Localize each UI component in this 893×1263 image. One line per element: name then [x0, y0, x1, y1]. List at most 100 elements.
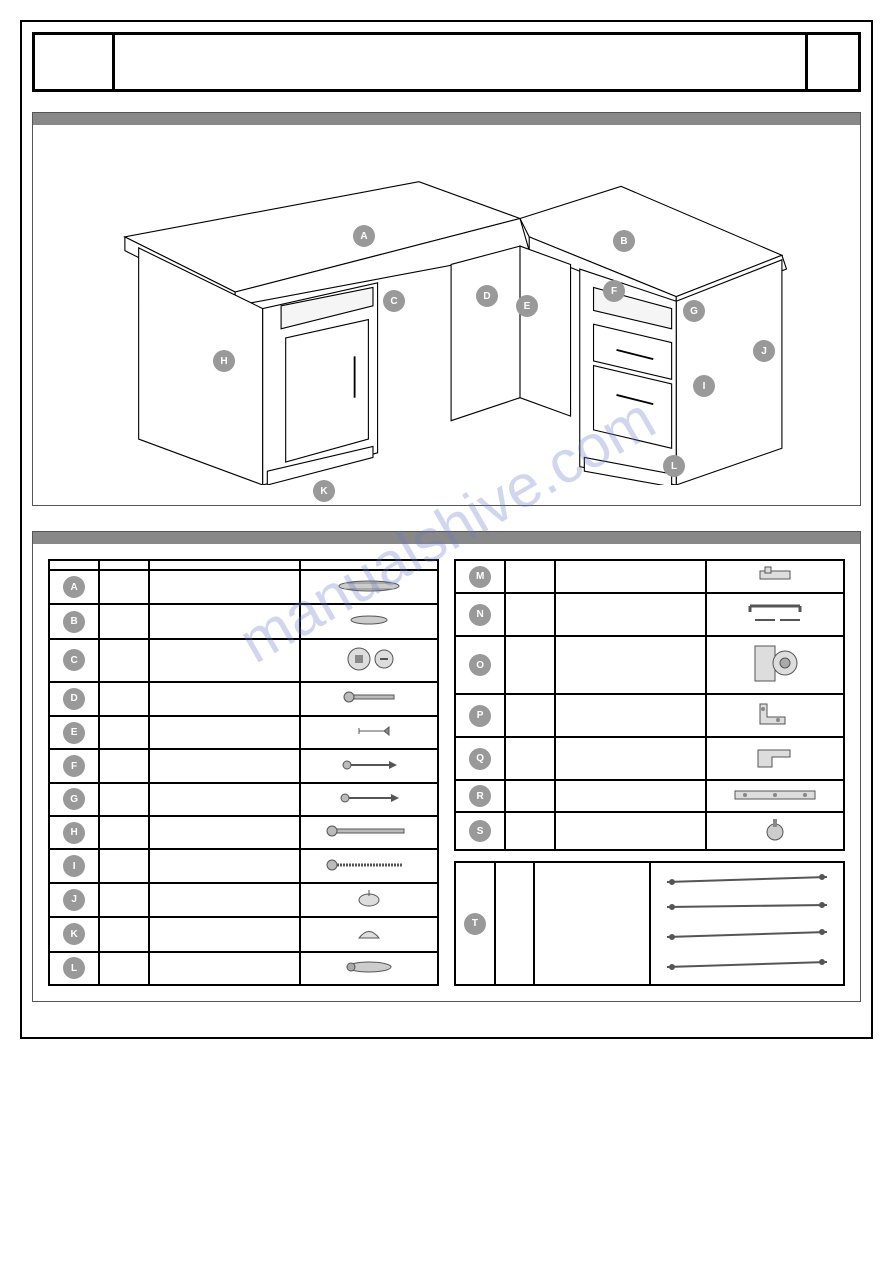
hw-qty — [505, 812, 555, 850]
part-label-B: B — [613, 230, 635, 252]
hw-badge: F — [63, 755, 85, 777]
hw-icon-hinge-pin — [300, 952, 438, 985]
hw-icon-screw-med — [300, 749, 438, 782]
hw-icon-dowel-large — [300, 570, 438, 604]
header-page-number — [808, 35, 858, 89]
part-label-E: E — [516, 295, 538, 317]
hw-badge: R — [469, 785, 491, 807]
hw-qty — [99, 716, 149, 749]
hw-qty — [99, 604, 149, 638]
hw-desc — [149, 917, 300, 951]
hw-badge: C — [63, 649, 85, 671]
hw-icon-screw-long — [300, 816, 438, 849]
hw-icon-hinge — [706, 636, 844, 694]
hw-badge: D — [63, 688, 85, 710]
hw-icon-dowel-small — [300, 604, 438, 638]
hw-badge: G — [63, 788, 85, 810]
hardware-row: H — [49, 816, 438, 849]
hardware-row: L — [49, 952, 438, 985]
hw-desc — [149, 570, 300, 604]
hw-desc — [149, 883, 300, 917]
hw-col-icon — [300, 560, 438, 570]
hw-badge: Q — [469, 748, 491, 770]
hw-qty — [505, 737, 555, 780]
hw-icon-l-bracket — [706, 694, 844, 737]
hardware-row: R — [455, 780, 844, 812]
hardware-row: E — [49, 716, 438, 749]
hw-badge: N — [469, 604, 491, 626]
exploded-view-section: ABCDEFGHIJKL — [32, 112, 861, 506]
hw-badge: I — [63, 855, 85, 877]
hw-icon-cam-bolt — [300, 682, 438, 716]
hw-qty — [99, 749, 149, 782]
hw-desc — [555, 560, 706, 593]
hardware-table-slides: T — [454, 861, 845, 986]
hw-desc — [555, 636, 706, 694]
hw-col-qty — [99, 560, 149, 570]
hardware-row: P — [455, 694, 844, 737]
hw-qty — [505, 780, 555, 812]
hw-qty — [99, 952, 149, 985]
hw-qty — [505, 636, 555, 694]
hw-qty — [99, 883, 149, 917]
hardware-table-right: MN O PQRS — [454, 559, 845, 851]
hw-qty — [495, 862, 534, 985]
hw-icon-plate — [706, 780, 844, 812]
header-bar — [32, 32, 861, 92]
part-label-F: F — [603, 280, 625, 302]
hw-badge: O — [469, 654, 491, 676]
hardware-row: Q — [455, 737, 844, 780]
hardware-row: G — [49, 783, 438, 816]
exploded-view-header — [33, 113, 860, 125]
hw-desc — [149, 682, 300, 716]
hw-qty — [99, 849, 149, 882]
hw-icon-handle — [706, 593, 844, 636]
hw-badge: M — [469, 566, 491, 588]
hw-badge: J — [63, 889, 85, 911]
hw-badge: H — [63, 822, 85, 844]
hw-badge: E — [63, 722, 85, 744]
hardware-row-slides: T — [455, 862, 844, 985]
hardware-header — [33, 532, 860, 544]
hw-desc — [149, 952, 300, 985]
hw-qty — [99, 917, 149, 951]
hw-qty — [99, 816, 149, 849]
hw-icon-cap — [300, 883, 438, 917]
hardware-row: J — [49, 883, 438, 917]
hw-desc — [149, 716, 300, 749]
header-title — [115, 35, 808, 89]
page-frame: ABCDEFGHIJKL ABCDEFGHIJKL — [20, 20, 873, 1039]
hw-col-id — [49, 560, 99, 570]
hw-desc — [555, 812, 706, 850]
hw-desc — [555, 694, 706, 737]
hw-qty — [505, 593, 555, 636]
hardware-row: F — [49, 749, 438, 782]
hw-desc — [149, 783, 300, 816]
part-label-I: I — [693, 375, 715, 397]
hardware-row: A — [49, 570, 438, 604]
hw-badge: P — [469, 705, 491, 727]
hw-desc — [555, 737, 706, 780]
part-label-A: A — [353, 225, 375, 247]
part-label-K: K — [313, 480, 335, 502]
hw-badge: L — [63, 957, 85, 979]
hw-icon-cap2 — [300, 917, 438, 951]
hw-desc — [149, 849, 300, 882]
hardware-row: I — [49, 849, 438, 882]
hardware-section: ABCDEFGHIJKL MN O PQRS T — [32, 531, 861, 1002]
hw-icon-cam-lock — [300, 639, 438, 682]
hardware-row: D — [49, 682, 438, 716]
hw-icon-screw-med2 — [300, 783, 438, 816]
hw-badge: S — [469, 820, 491, 842]
hardware-table-left: ABCDEFGHIJKL — [48, 559, 439, 986]
hw-icon-corner-bracket — [706, 737, 844, 780]
hw-desc — [534, 862, 650, 985]
hw-desc — [555, 780, 706, 812]
hardware-row: K — [49, 917, 438, 951]
hw-desc — [149, 816, 300, 849]
desk-illustration — [53, 145, 840, 485]
hardware-row: N — [455, 593, 844, 636]
hw-qty — [99, 783, 149, 816]
part-label-C: C — [383, 290, 405, 312]
hardware-row: O — [455, 636, 844, 694]
